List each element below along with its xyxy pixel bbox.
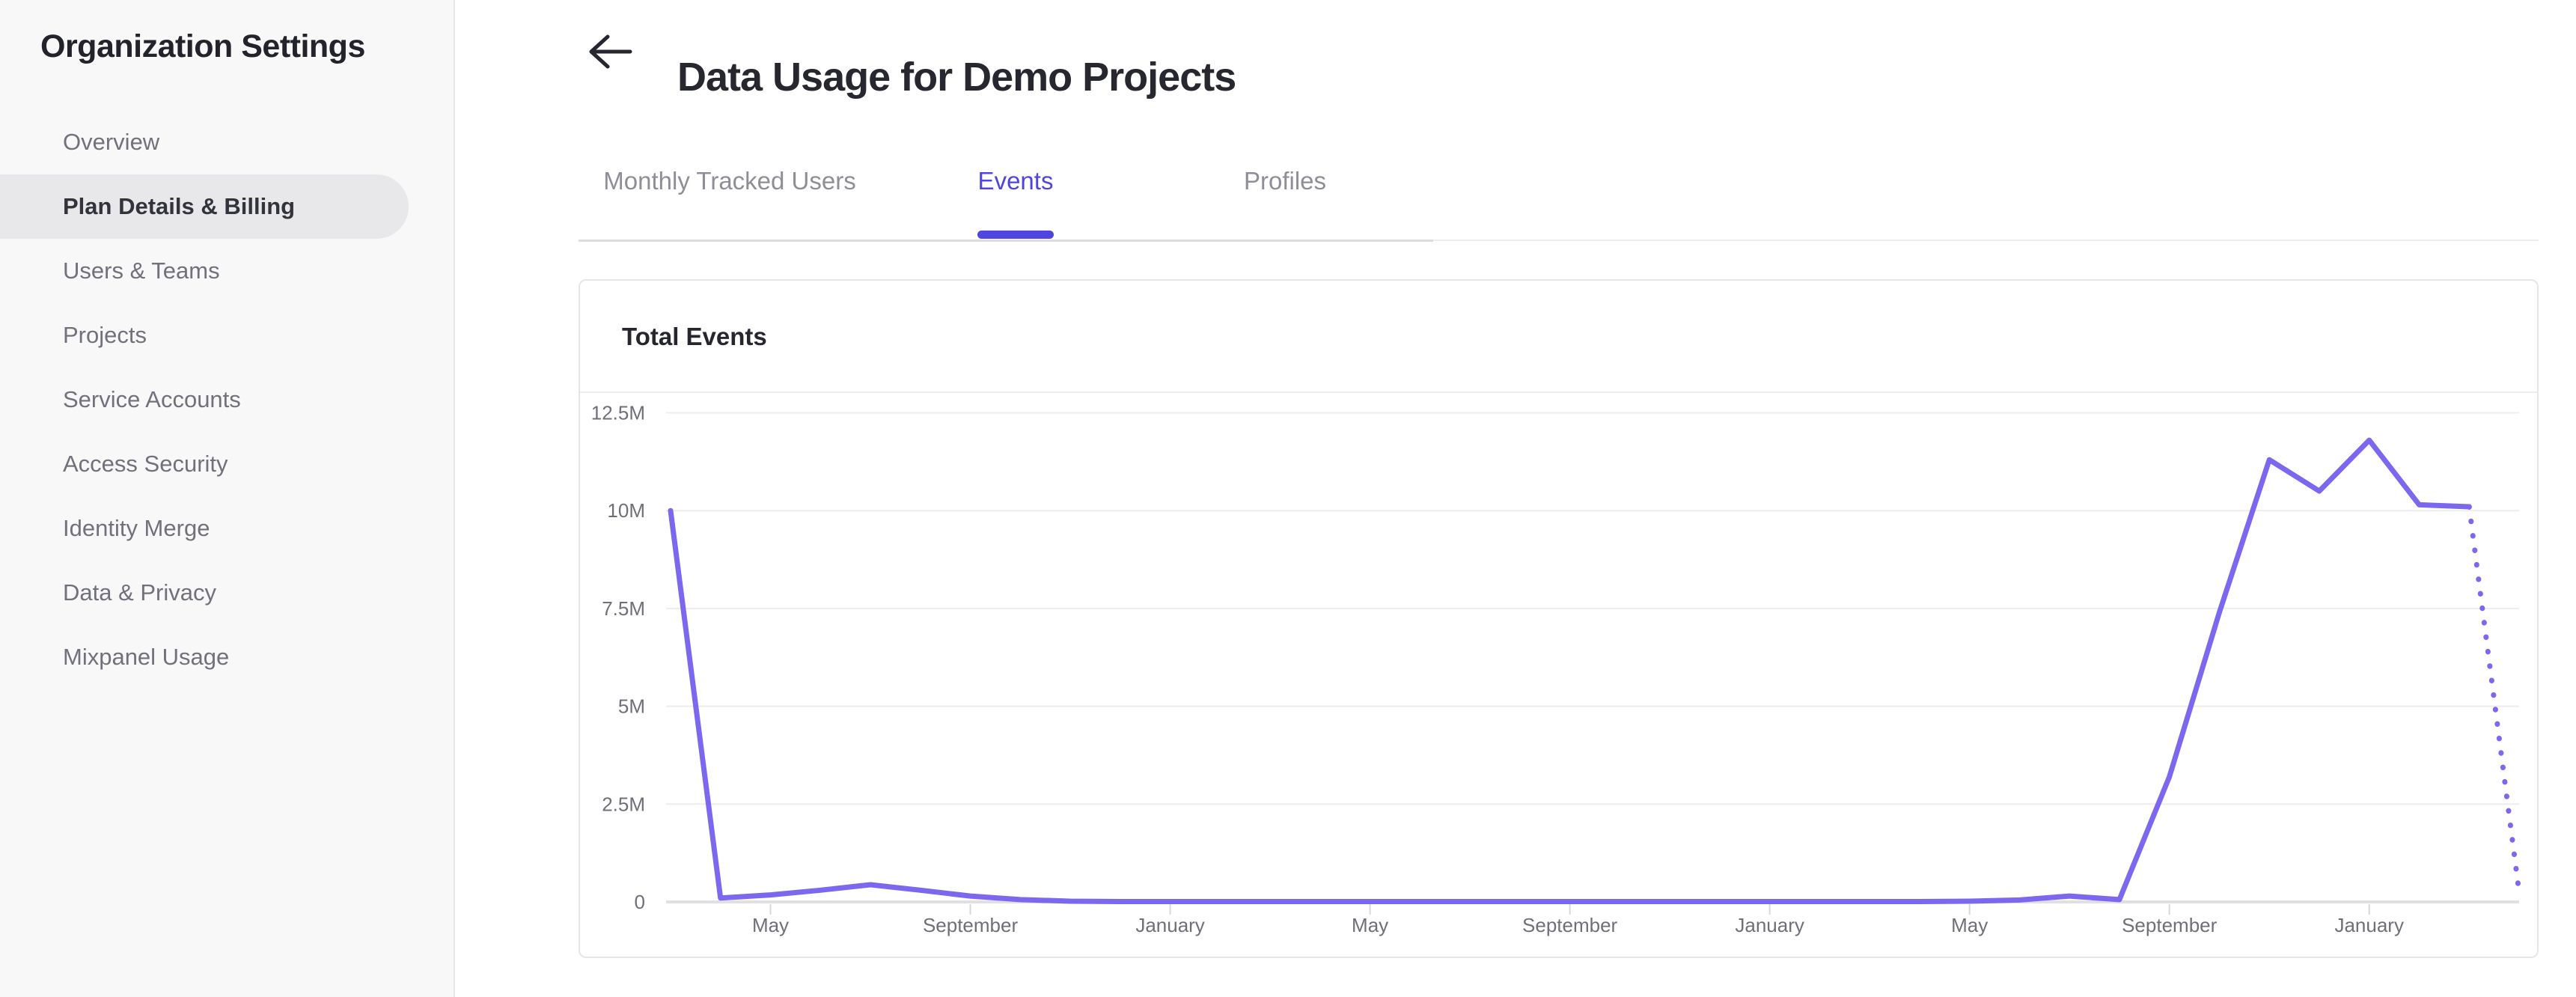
svg-text:May: May <box>1352 914 1388 936</box>
events-chart[interactable]: 12.5M 10M 7.5M 5M 2.5M 0 May September January Ma… <box>580 393 2537 957</box>
sidebar-title: Organization Settings <box>40 28 365 64</box>
sidebar-item-access-security[interactable]: Access Security <box>63 451 228 477</box>
tab-events[interactable]: Events <box>977 167 1054 195</box>
tab-monthly-tracked-users[interactable]: Monthly Tracked Users <box>603 167 856 195</box>
svg-text:May: May <box>1951 914 1988 936</box>
sidebar-item-mixpanel-usage[interactable]: Mixpanel Usage <box>63 644 230 670</box>
svg-text:5M: 5M <box>618 695 645 718</box>
svg-text:2.5M: 2.5M <box>602 793 645 815</box>
svg-text:May: May <box>752 914 789 936</box>
sidebar-item-service-accounts[interactable]: Service Accounts <box>63 386 241 412</box>
svg-text:September: September <box>1522 914 1618 936</box>
sidebar-item-projects[interactable]: Projects <box>63 322 147 348</box>
organization-settings-sidebar: Organization Settings Overview Plan Detai… <box>0 0 455 997</box>
tabs-divider-dark <box>579 240 1433 242</box>
page-title: Data Usage for Demo Projects <box>677 55 1236 100</box>
sidebar-item-data-privacy[interactable]: Data & Privacy <box>63 579 217 606</box>
tab-profiles[interactable]: Profiles <box>1243 167 1327 195</box>
card-divider <box>580 391 2537 393</box>
svg-text:12.5M: 12.5M <box>591 402 645 424</box>
events-chart-area[interactable]: 12.5M 10M 7.5M 5M 2.5M 0 May September January Ma… <box>580 393 2537 957</box>
svg-text:January: January <box>1735 914 1804 936</box>
back-button[interactable] <box>585 31 635 72</box>
svg-text:January: January <box>2334 914 2404 936</box>
total-events-card: Total Events 12.5M 10M 7.5M 5M 2.5M 0 May Septe… <box>579 279 2539 958</box>
svg-text:0: 0 <box>635 891 645 913</box>
sidebar-item-users-teams[interactable]: Users & Teams <box>63 257 220 284</box>
sidebar-nav: Overview Plan Details & Billing Users & Te… <box>0 110 454 689</box>
svg-text:September: September <box>923 914 1019 936</box>
svg-text:January: January <box>1135 914 1205 936</box>
sidebar-item-identity-merge[interactable]: Identity Merge <box>63 515 210 541</box>
tabs-divider <box>579 240 2539 241</box>
svg-text:10M: 10M <box>607 499 645 522</box>
active-tab-underline <box>977 231 1054 239</box>
card-title: Total Events <box>622 323 767 350</box>
sidebar-item-plan-details-billing[interactable]: Plan Details & Billing <box>0 174 409 239</box>
sidebar-item-overview[interactable]: Overview <box>63 129 160 155</box>
arrow-left-icon <box>589 34 632 69</box>
svg-text:7.5M: 7.5M <box>602 597 645 620</box>
svg-text:September: September <box>2122 914 2218 936</box>
